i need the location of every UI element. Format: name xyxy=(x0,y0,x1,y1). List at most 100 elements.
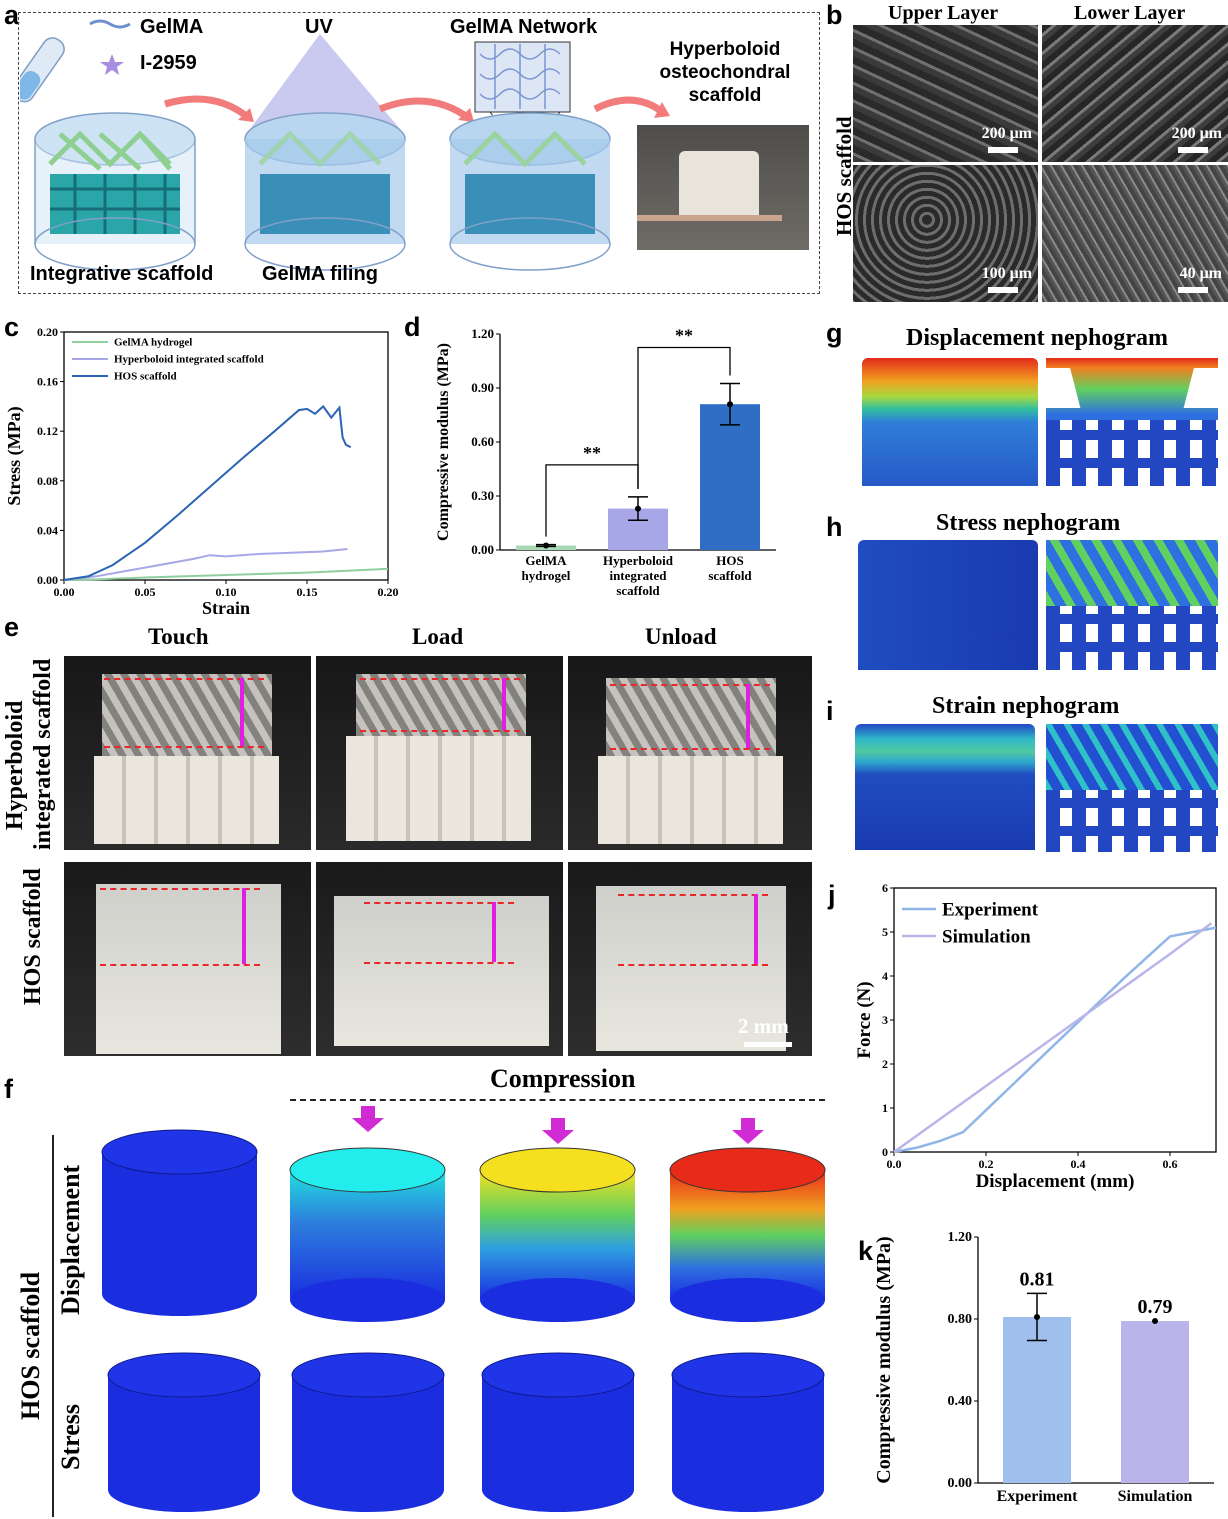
y-axis-label: Force (N) xyxy=(854,981,875,1058)
stress-strain-chart: 0.00 0.05 0.10 0.15 0.20 0.00 0.04 0.08 0.12 0.16… xyxy=(4,325,399,618)
sem-upper-high-mag: 100 μm xyxy=(853,165,1038,302)
y-tick-label: 0.16 xyxy=(37,375,58,389)
category-label: scaffold xyxy=(708,568,752,583)
value-label: 0.81 xyxy=(1020,1268,1055,1290)
y-tick-label: 0.90 xyxy=(471,380,494,395)
cylinder-disp-1 xyxy=(289,1147,446,1322)
y-tick-label: 0.60 xyxy=(471,434,494,449)
significance-label: ** xyxy=(675,326,693,346)
panel-f-label: f xyxy=(4,1074,13,1104)
result-label: Hyperboloid osteochondral scaffold xyxy=(640,38,810,107)
nephogram-stress-lattice xyxy=(1046,540,1218,606)
row1-label-line2: integrated scaffold xyxy=(30,658,56,850)
col-unload-header: Unload xyxy=(645,624,717,649)
category-label: Simulation xyxy=(1118,1488,1193,1505)
cylinder-stress-2 xyxy=(481,1352,635,1512)
col-load-header: Load xyxy=(412,624,464,649)
value-label: 0.79 xyxy=(1138,1296,1173,1318)
photo-hyperboloid-unload xyxy=(568,656,812,850)
panel-h-title: Stress nephogram xyxy=(936,510,1121,536)
sem-lower-high-mag: 40 μm xyxy=(1042,165,1228,302)
uv-label: UV xyxy=(305,16,333,38)
series-line-1 xyxy=(893,926,1217,1154)
y-axis-label: Stress (MPa) xyxy=(4,406,25,505)
cylinder-disp-2 xyxy=(479,1147,636,1322)
star-icon xyxy=(100,54,124,75)
y-tick-label: 6 xyxy=(882,881,888,895)
x-tick-label: 0.05 xyxy=(135,585,156,599)
scale-label-bl: 100 μm xyxy=(981,265,1032,282)
panel-i-label: i xyxy=(826,696,834,726)
scale-bar-br xyxy=(1178,287,1208,293)
initiator-label: I-2959 xyxy=(140,52,197,74)
x-tick-label: 0.6 xyxy=(1163,1157,1178,1171)
compression-arrow-icon xyxy=(542,1118,574,1144)
data-point xyxy=(543,542,549,549)
photo-hyperboloid-touch xyxy=(64,656,311,850)
photo-hos-load xyxy=(316,862,563,1056)
scale-label-br: 40 μm xyxy=(1179,265,1222,282)
y-tick-label: 0 xyxy=(882,1145,888,1159)
caption-filling: GelMA filing xyxy=(262,263,378,285)
y-tick-label: 1.20 xyxy=(948,1230,973,1245)
y-tick-label: 0.12 xyxy=(37,424,58,438)
result-label-line2: osteochondral xyxy=(659,62,791,83)
double-arrow-icon xyxy=(754,894,758,964)
cylinder-stress-1 xyxy=(291,1352,445,1512)
panel-a-illustration xyxy=(20,19,670,271)
data-point xyxy=(1152,1318,1158,1325)
compression-arrow-icon xyxy=(732,1118,764,1144)
x-tick-label: 0.4 xyxy=(1071,1157,1086,1171)
y-tick-label: 2 xyxy=(882,1057,888,1071)
upper-layer-header: Upper Layer xyxy=(888,2,999,24)
y-tick-label: 4 xyxy=(882,969,888,983)
double-arrow-icon xyxy=(492,902,496,962)
series-line-2 xyxy=(63,548,348,581)
category-label: integrated xyxy=(609,568,667,583)
nephogram-strain-lattice xyxy=(1046,724,1218,790)
nephogram-disp-cylinder xyxy=(862,358,1038,486)
scale-bar-tr xyxy=(1178,147,1208,153)
double-arrow-icon xyxy=(240,678,244,746)
category-label: Experiment xyxy=(997,1488,1079,1505)
category-label: Hyperboloid xyxy=(603,553,674,568)
panel-b-label: b xyxy=(826,0,843,30)
y-tick-label: 1 xyxy=(882,1101,888,1115)
series-line-1 xyxy=(63,567,389,581)
gelma-label: GelMA xyxy=(140,16,204,38)
panel-a-frame xyxy=(18,12,820,294)
lower-layer-header: Lower Layer xyxy=(1074,2,1186,24)
legend-label: GelMA hydrogel xyxy=(114,337,192,349)
y-tick-label: 0.80 xyxy=(948,1312,973,1327)
row2-label: HOS scaffold xyxy=(20,868,46,1005)
force-displacement-chart: 0.0 0.2 0.4 0.6 0 1 2 3 4 5 6 Displacement (mm) Forc… xyxy=(854,881,1217,1192)
scale-bar-bl xyxy=(988,287,1018,293)
bar-2 xyxy=(1121,1321,1189,1483)
panel-g-label: g xyxy=(826,318,843,348)
y-tick-label: 0.04 xyxy=(37,523,58,537)
nephogram-stress-cylinder xyxy=(858,540,1038,670)
category-label: hydrogel xyxy=(522,568,571,583)
scale-bar-tl xyxy=(988,147,1018,153)
scale-label-tl: 200 μm xyxy=(981,125,1032,142)
panel-g-title: Displacement nephogram xyxy=(906,325,1168,351)
cylinder-disp-0 xyxy=(101,1129,258,1316)
modulus-compare-chart: 0.00 0.40 0.80 1.20 Compressive modulus (MPa… xyxy=(873,1230,1214,1505)
y-axis-label: Compressive modulus (MPa) xyxy=(873,1236,895,1483)
panel-e-label: e xyxy=(4,612,20,642)
y-tick-label: 0.40 xyxy=(948,1394,973,1409)
f-side-divider xyxy=(52,1135,54,1517)
photo-hyperboloid-load xyxy=(316,656,563,850)
data-point xyxy=(727,401,733,408)
scaffold-photo xyxy=(637,125,809,250)
panel-h-label: h xyxy=(826,512,843,542)
integrative-scaffold-drawing xyxy=(34,112,196,271)
x-tick-label: 0.15 xyxy=(297,585,318,599)
photo-hos-unload: 2 mm xyxy=(568,862,812,1056)
y-tick-label: 0.20 xyxy=(37,325,58,339)
double-arrow-icon xyxy=(242,888,246,964)
gelma-strand-icon xyxy=(89,19,131,29)
legend-label: Simulation xyxy=(942,926,1031,947)
category-label: HOS xyxy=(716,553,743,568)
category-label: scaffold xyxy=(616,583,660,598)
